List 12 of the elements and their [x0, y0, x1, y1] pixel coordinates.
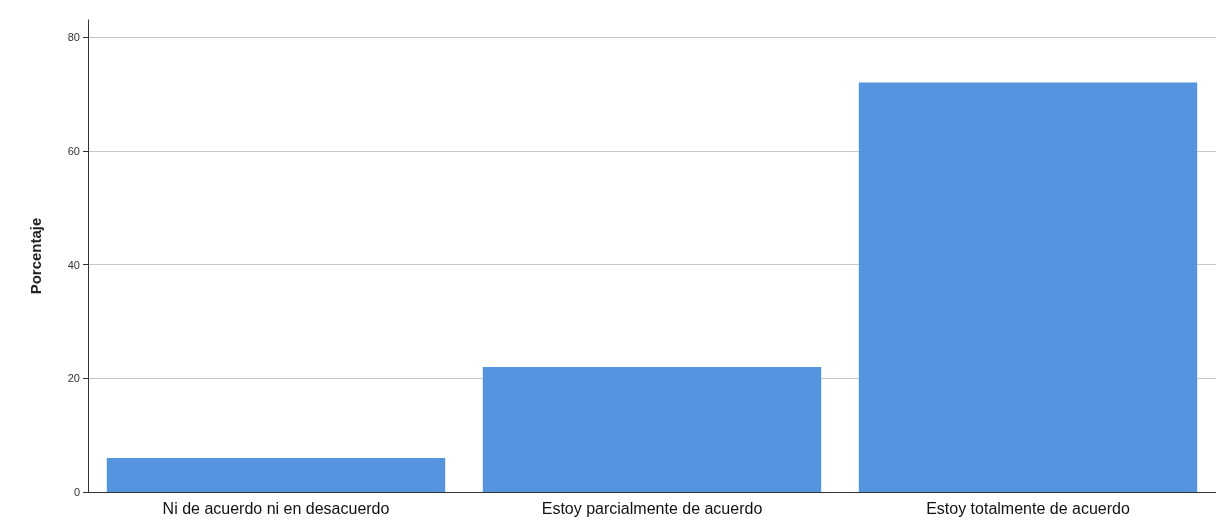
- y-tick-label: 80: [67, 31, 80, 44]
- y-tick-label: 60: [67, 144, 80, 157]
- bar: [106, 457, 446, 492]
- y-tick-label: 0: [73, 486, 80, 498]
- x-tick-label: Estoy parcialmente de acuerdo: [541, 499, 763, 517]
- x-tick-label: Ni de acuerdo ni en desacuerdo: [162, 499, 390, 517]
- x-tick-label: Estoy totalmente de acuerdo: [926, 499, 1130, 517]
- bar: [858, 82, 1198, 492]
- y-tick-label: 20: [67, 372, 80, 385]
- y-tick-label: 40: [67, 258, 80, 271]
- y-axis-title: Porcentaje: [27, 217, 44, 295]
- bar: [482, 366, 822, 492]
